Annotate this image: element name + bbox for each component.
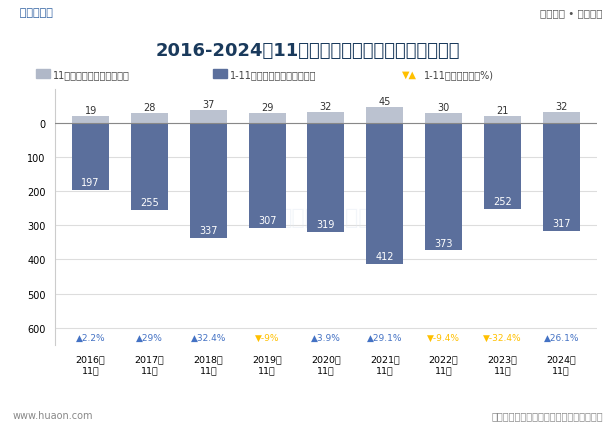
Bar bbox=[190, 124, 227, 239]
Text: 37: 37 bbox=[202, 100, 215, 110]
Text: www.huaon.com: www.huaon.com bbox=[12, 410, 93, 420]
Text: ▼▲: ▼▲ bbox=[402, 69, 416, 80]
Text: 197: 197 bbox=[81, 178, 100, 188]
Bar bbox=[248, 124, 285, 228]
Text: 21: 21 bbox=[496, 105, 509, 115]
Text: 255: 255 bbox=[140, 198, 159, 208]
Text: ▲29%: ▲29% bbox=[136, 333, 163, 342]
Text: ▼-9%: ▼-9% bbox=[255, 333, 279, 342]
Text: 252: 252 bbox=[493, 197, 512, 207]
Bar bbox=[190, 111, 227, 124]
Text: 华经产业研究院: 华经产业研究院 bbox=[279, 207, 373, 227]
Bar bbox=[484, 124, 521, 210]
Bar bbox=[72, 124, 109, 191]
Text: 28: 28 bbox=[143, 103, 156, 113]
Bar bbox=[425, 124, 462, 250]
Text: 数据来源：中国海关；华经产业研究院整理: 数据来源：中国海关；华经产业研究院整理 bbox=[491, 410, 603, 420]
Text: ▼-9.4%: ▼-9.4% bbox=[427, 333, 460, 342]
Text: 19: 19 bbox=[84, 106, 97, 116]
Text: 45: 45 bbox=[379, 97, 391, 107]
Text: 华经情报网: 华经情报网 bbox=[12, 8, 53, 18]
Text: 30: 30 bbox=[437, 102, 450, 112]
Text: ▼-32.4%: ▼-32.4% bbox=[483, 333, 522, 342]
Bar bbox=[213, 70, 228, 79]
Bar bbox=[367, 124, 403, 264]
Bar bbox=[248, 114, 285, 124]
Text: 412: 412 bbox=[376, 251, 394, 261]
Text: 307: 307 bbox=[258, 216, 276, 225]
Text: 29: 29 bbox=[261, 103, 273, 112]
Text: 32: 32 bbox=[555, 102, 568, 112]
Text: 专业严谨 • 客观科学: 专业严谨 • 客观科学 bbox=[540, 8, 603, 18]
Bar bbox=[36, 70, 50, 79]
Text: 373: 373 bbox=[434, 238, 453, 248]
Bar bbox=[72, 117, 109, 124]
Bar bbox=[542, 112, 580, 124]
Text: ▲26.1%: ▲26.1% bbox=[544, 333, 579, 342]
Text: 1-11月进出口总额（亿美元）: 1-11月进出口总额（亿美元） bbox=[230, 69, 317, 80]
Text: ▲2.2%: ▲2.2% bbox=[76, 333, 105, 342]
Bar bbox=[131, 114, 168, 124]
Text: 1-11月同比增速（%): 1-11月同比增速（%) bbox=[424, 69, 494, 80]
Bar bbox=[308, 112, 344, 124]
Text: 32: 32 bbox=[320, 102, 332, 112]
Text: ▲32.4%: ▲32.4% bbox=[191, 333, 226, 342]
Text: ▲29.1%: ▲29.1% bbox=[367, 333, 403, 342]
Text: ▲3.9%: ▲3.9% bbox=[311, 333, 341, 342]
Bar bbox=[367, 108, 403, 124]
Bar bbox=[542, 124, 580, 232]
Bar bbox=[131, 124, 168, 210]
Text: 2016-2024年11月陕西省外商投资企业进出口总额: 2016-2024年11月陕西省外商投资企业进出口总额 bbox=[155, 42, 460, 60]
Bar bbox=[484, 116, 521, 124]
Text: 317: 317 bbox=[552, 219, 571, 229]
Bar bbox=[425, 113, 462, 124]
Text: 11月进出口总额（亿美元）: 11月进出口总额（亿美元） bbox=[53, 69, 130, 80]
Text: 337: 337 bbox=[199, 226, 218, 236]
Text: 319: 319 bbox=[317, 219, 335, 230]
Bar bbox=[308, 124, 344, 232]
